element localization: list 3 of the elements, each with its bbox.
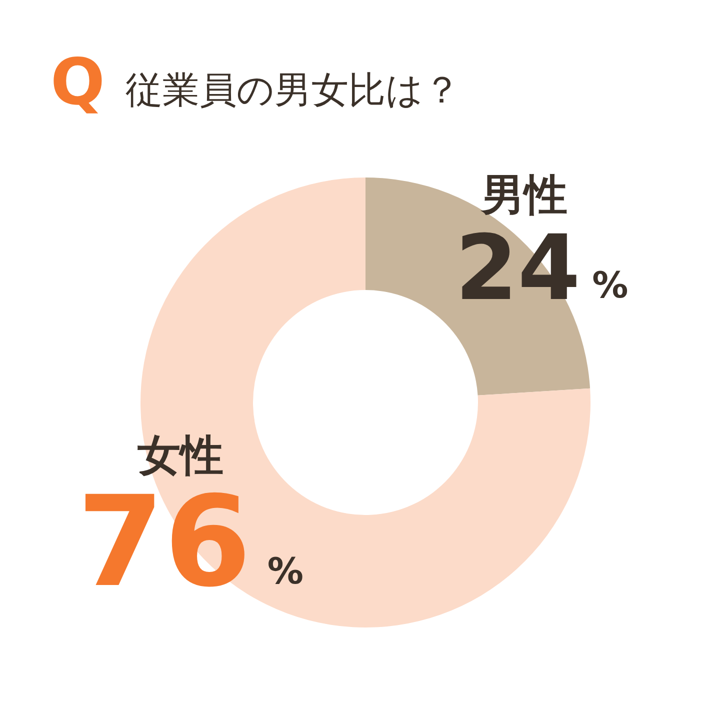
slice-label: 男性 — [480, 170, 568, 221]
text: Q — [50, 46, 105, 120]
chart-title: 従業員の男女比は？ — [126, 68, 460, 112]
